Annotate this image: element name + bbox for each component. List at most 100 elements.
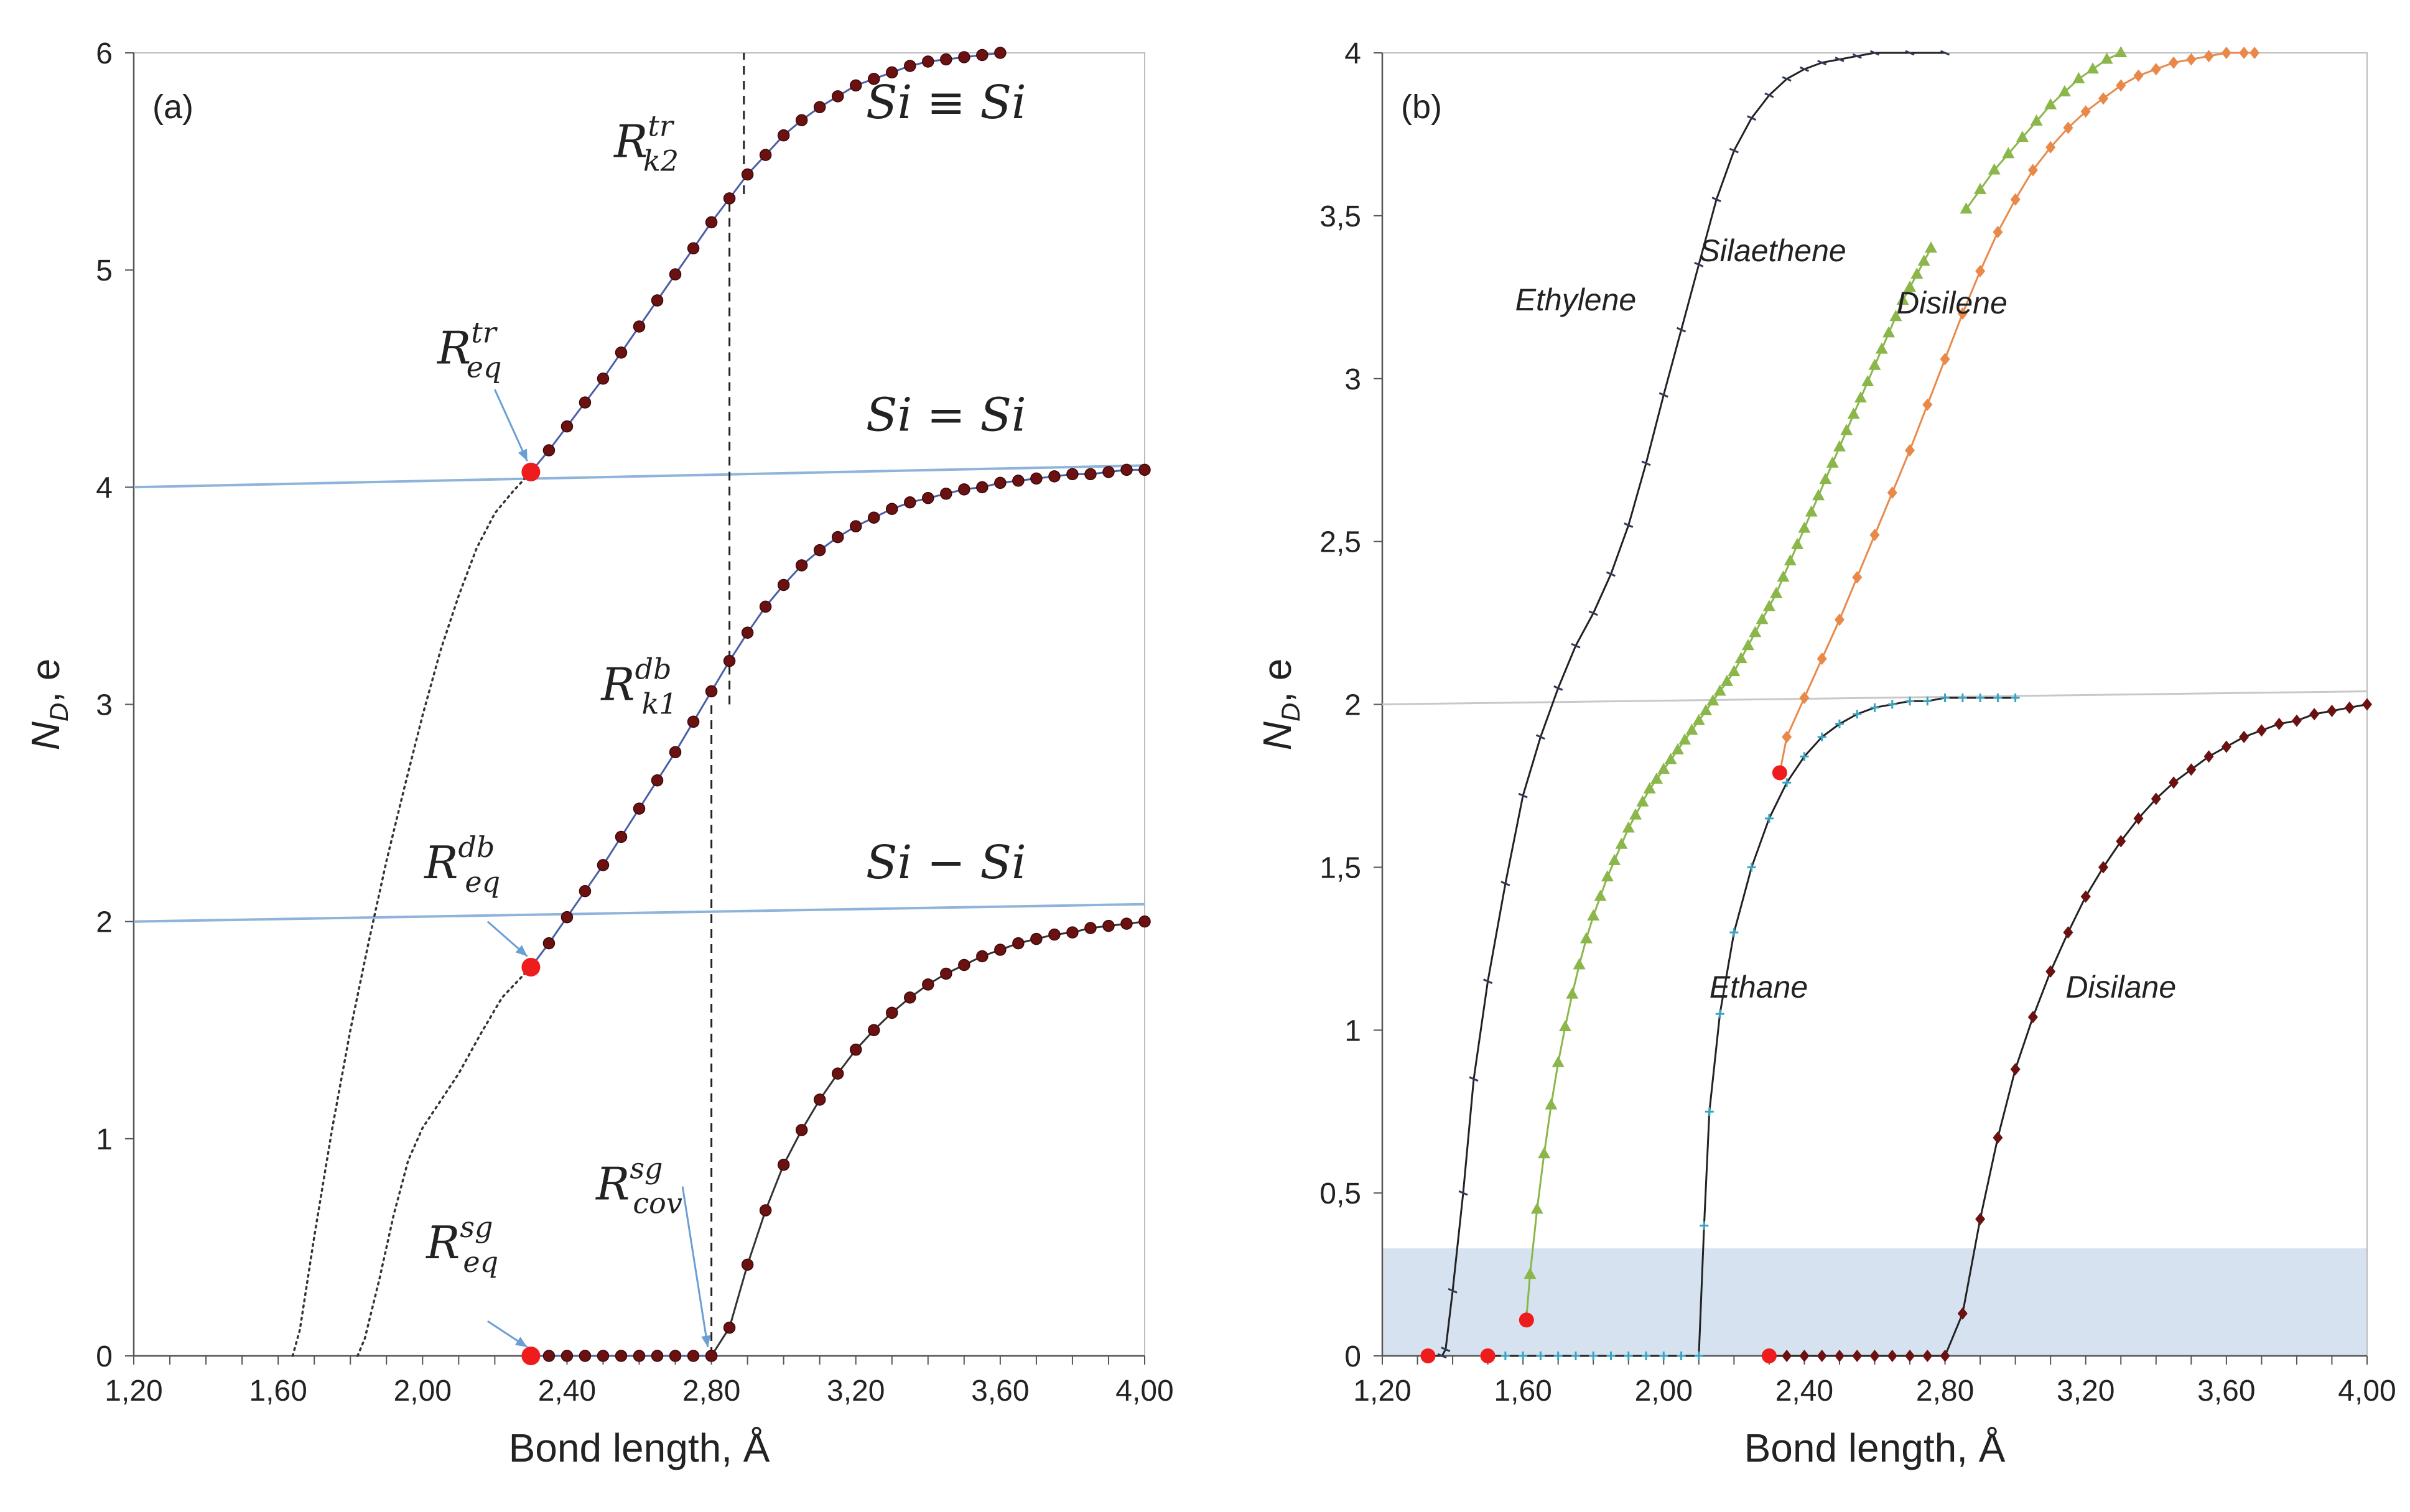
annotation-main: R xyxy=(423,837,458,889)
data-point xyxy=(741,626,754,639)
data-point xyxy=(633,802,646,815)
equilibrium-point xyxy=(1761,1348,1777,1363)
data-point xyxy=(849,1043,862,1056)
data-point xyxy=(1519,1352,1528,1360)
data-point xyxy=(1524,1268,1537,1279)
data-point xyxy=(1749,626,1762,638)
data-point xyxy=(1896,294,1909,305)
y-tick-label: 2 xyxy=(96,906,113,939)
data-point xyxy=(1784,554,1797,566)
x-tick-label: 3,20 xyxy=(2057,1375,2115,1408)
data-point xyxy=(904,60,916,72)
annotation-sup: db xyxy=(635,652,672,686)
y-tick-label: 1,5 xyxy=(1319,851,1361,884)
data-point xyxy=(976,481,989,494)
data-point xyxy=(2239,47,2249,59)
data-point xyxy=(2186,53,2197,66)
y-tick-label: 3,5 xyxy=(1319,200,1361,233)
data-point xyxy=(2087,62,2100,74)
y-axis-label: ND, e xyxy=(1255,659,1305,751)
data-point xyxy=(1558,1020,1571,1032)
data-point xyxy=(1588,610,1598,616)
series-label: Disilene xyxy=(1897,285,2008,320)
data-point xyxy=(1819,473,1832,485)
y-tick-label: 2,5 xyxy=(1319,526,1361,559)
data-point xyxy=(741,168,754,181)
data-point xyxy=(1437,1353,1447,1359)
data-point xyxy=(579,396,592,409)
data-point xyxy=(1642,1352,1651,1360)
data-point xyxy=(687,1350,700,1362)
data-point xyxy=(759,1204,772,1217)
data-point xyxy=(2010,1063,2021,1076)
data-point xyxy=(1887,486,1897,499)
data-point xyxy=(1120,917,1133,930)
panel-label: (b) xyxy=(1401,88,1442,126)
data-point xyxy=(1664,753,1677,764)
x-tick-label: 1,20 xyxy=(1353,1375,1411,1408)
data-point xyxy=(1835,57,1845,62)
annotation-main: R xyxy=(600,659,635,711)
data-point xyxy=(1594,889,1607,901)
annotation-sup: sg xyxy=(460,1210,493,1244)
data-point xyxy=(1573,958,1586,970)
data-point xyxy=(2362,698,2372,711)
radius-annotation: Rtr k2 xyxy=(613,109,679,178)
data-point xyxy=(561,420,574,433)
extrapolated-curve xyxy=(291,471,533,1357)
data-point xyxy=(2133,812,2144,825)
data-point xyxy=(1905,50,1915,56)
data-point xyxy=(2186,763,2197,776)
data-point xyxy=(615,346,628,359)
data-point xyxy=(849,520,862,532)
data-point xyxy=(1817,732,1826,741)
data-point xyxy=(1868,358,1881,370)
annotation-sub: k1 xyxy=(641,687,677,721)
data-point xyxy=(922,55,934,68)
data-point xyxy=(1606,1352,1616,1360)
data-point xyxy=(1643,782,1656,794)
data-point xyxy=(1729,147,1739,154)
data-point xyxy=(1756,613,1769,624)
data-point xyxy=(1566,987,1579,999)
data-point xyxy=(1448,1287,1458,1294)
data-point xyxy=(867,73,880,85)
data-point xyxy=(1840,424,1853,435)
data-point xyxy=(1869,529,1880,542)
data-point xyxy=(1678,733,1691,745)
annotation-sub: eq xyxy=(467,350,502,384)
reference-line xyxy=(1382,690,2368,705)
panel-a: 1,20 1,60 2,00 2,40 2,80 3,20 3,60 4,00 0 1 2 3 4 5 6 B… xyxy=(23,37,1174,1470)
data-point xyxy=(1102,919,1115,932)
data-point xyxy=(1976,693,1985,703)
data-point xyxy=(2063,121,2073,134)
data-point xyxy=(1852,53,1862,59)
data-point xyxy=(687,242,700,254)
data-point xyxy=(669,746,682,759)
panel-label: (a) xyxy=(152,88,193,126)
data-point xyxy=(1048,928,1061,941)
data-point xyxy=(1734,652,1747,664)
x-tick-label: 3,60 xyxy=(971,1375,1029,1408)
x-tick-label: 1,60 xyxy=(1494,1375,1552,1408)
data-point xyxy=(1887,1350,1897,1362)
annotation-sup: tr xyxy=(471,315,498,349)
data-point xyxy=(597,1350,610,1362)
data-point xyxy=(2169,776,2179,789)
data-point xyxy=(994,47,1007,59)
data-point xyxy=(1553,685,1563,691)
data-point xyxy=(1657,763,1670,774)
data-point xyxy=(2116,835,2126,848)
data-point xyxy=(1940,353,1950,366)
data-point xyxy=(1852,1350,1863,1362)
data-point xyxy=(2098,861,2108,874)
data-point xyxy=(831,1067,844,1080)
data-point xyxy=(1606,571,1616,577)
data-point xyxy=(1905,697,1915,706)
annotation-sub: eq xyxy=(465,865,500,899)
data-point xyxy=(1636,795,1649,807)
data-point xyxy=(723,1321,736,1334)
bond-type-label: Si − Si xyxy=(866,836,1026,889)
series-label: Disilane xyxy=(2065,970,2176,1004)
data-point xyxy=(1711,197,1721,203)
